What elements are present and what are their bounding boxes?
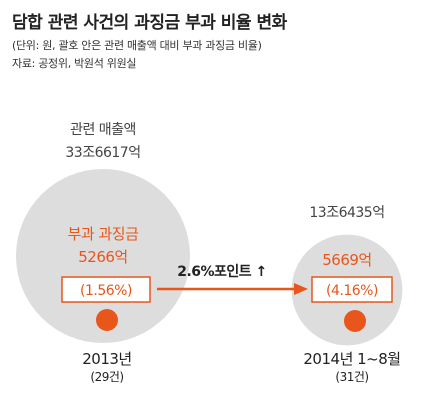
marker-dot-2014 — [344, 310, 366, 332]
cases-label-2014: (31건) — [335, 370, 368, 384]
ratio-box-1 — [311, 276, 393, 303]
sales-value-2013: 33조6617억 — [65, 145, 140, 161]
fine-value-2013: 5266억 — [78, 248, 127, 266]
period-label-2014: 2014년 1~8월 — [303, 350, 400, 368]
ratio-box-0 — [61, 276, 151, 303]
marker-dot-2013 — [96, 309, 118, 331]
period-label-2013: 2013년 — [82, 350, 131, 368]
change-arrow-head — [294, 283, 308, 295]
change-label: 2.6%포인트 ↑ — [177, 263, 267, 280]
fine-value-2014: 5669억 — [322, 251, 371, 269]
cases-label-2013: (29건) — [90, 370, 123, 384]
sales-label-2013: 관련 매출액 — [70, 122, 136, 138]
source-note: 자료: 공정위, 박원석 위원실 — [12, 57, 137, 70]
ratio-value-0: (1.56%) — [80, 283, 132, 299]
sales-value-2014: 13조6435억 — [309, 205, 384, 221]
unit-note: (단위: 원, 괄호 안은 관련 매출액 대비 부과 과징금 비율) — [12, 39, 262, 52]
ratio-value-1: (4.16%) — [326, 283, 378, 299]
chart-title: 담합 관련 사건의 과징금 부과 비율 변화 — [12, 13, 287, 33]
fine-label-2013: 부과 과징금 — [68, 225, 139, 243]
